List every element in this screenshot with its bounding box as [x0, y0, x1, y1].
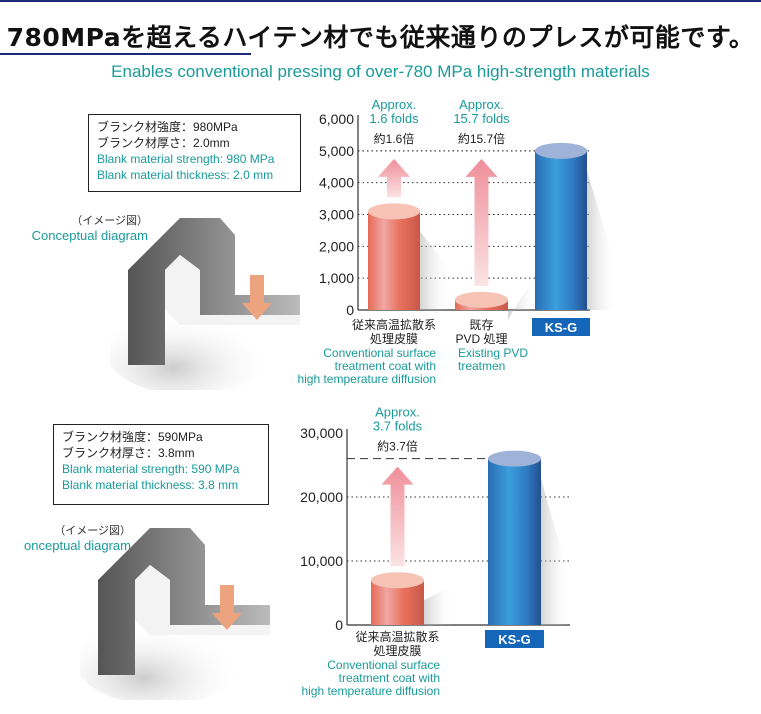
spec-box-1: ブランク材強度：980MPa ブランク材厚さ：2.0mm Blank mater…	[88, 114, 301, 192]
fold-label-jp: 約3.7倍	[377, 439, 418, 454]
category-label-en: Conventional surface	[323, 346, 436, 360]
image-caption-en: onceptual diagram	[24, 538, 131, 553]
image-caption-2: （イメージ図） onceptual diagram	[0, 522, 131, 553]
bar-top	[535, 142, 587, 159]
title-underline	[0, 53, 251, 55]
category-label-en: treatmen	[458, 359, 505, 373]
bar-0	[368, 211, 420, 310]
press-illustration-1	[110, 218, 300, 390]
category-label-en: treatment coat with	[335, 359, 436, 373]
press-arrow-icon	[242, 275, 272, 320]
ksg-label-box	[485, 630, 544, 648]
y-tick-label: 6,000	[319, 111, 354, 127]
category-label-en: treatment coat with	[339, 671, 440, 685]
bar-shadow	[541, 478, 571, 625]
y-tick-label: 0	[335, 617, 343, 633]
y-tick-label: 4,000	[319, 175, 354, 191]
fold-label-en: Approx.	[375, 405, 420, 420]
bar-shadow	[508, 270, 538, 320]
category-label-jp: 従来高温拡散系	[355, 629, 439, 644]
bar-top	[455, 291, 508, 308]
category-label-jp: 処理皮膜	[373, 644, 421, 658]
y-tick-label: 20,000	[300, 489, 343, 505]
increase-arrow	[465, 158, 498, 286]
bar-top	[488, 450, 541, 467]
bar-top	[371, 572, 424, 589]
fold-label-en: 1.6 folds	[369, 111, 419, 126]
category-label-en: Existing PVD	[458, 346, 528, 360]
fold-label-jp: 約15.7倍	[458, 131, 505, 146]
image-caption-en: Conceptual diagram	[31, 228, 148, 243]
y-tick-label: 2,000	[319, 238, 354, 254]
fold-label-en: 15.7 folds	[453, 111, 510, 126]
fold-label-en: Approx.	[372, 97, 417, 112]
y-tick-label: 1,000	[319, 270, 354, 286]
category-label-en: high temperature diffusion	[301, 684, 440, 698]
press-arrow-icon	[212, 585, 242, 630]
y-tick-label: 0	[346, 302, 354, 318]
spec-thickness-jp: ブランク材厚さ：2.0mm	[97, 136, 230, 150]
page-subtitle: Enables conventional pressing of over-78…	[111, 62, 650, 81]
increase-arrow	[378, 158, 410, 198]
fold-label-jp: 約1.6倍	[374, 131, 415, 146]
category-label-jp: PVD 処理	[455, 332, 507, 346]
spec-thickness-en: Blank material thickness: 3.8 mm	[62, 478, 239, 492]
fold-label-en: 3.7 folds	[373, 419, 423, 434]
image-caption-jp: （イメージ図）	[54, 525, 131, 537]
spec-thickness-en: Blank material thickness: 2.0 mm	[97, 168, 274, 182]
fold-label-en: Approx.	[459, 97, 504, 112]
bar-shadow	[587, 170, 617, 310]
y-tick-label: 10,000	[300, 553, 343, 569]
spec-strength-en: Blank material strength: 980 MPa	[97, 152, 275, 166]
spec-box-2: ブランク材強度：590MPa ブランク材厚さ：3.8mm Blank mater…	[53, 424, 269, 505]
spec-strength-jp: ブランク材強度：980MPa	[97, 120, 238, 134]
y-tick-label: 30,000	[300, 425, 343, 441]
image-caption-jp: （イメージ図）	[71, 215, 148, 227]
bar-ksg	[488, 458, 541, 625]
bar-top	[368, 203, 420, 220]
category-label-jp: 従来高温拡散系	[352, 317, 436, 332]
image-caption-1: （イメージ図） Conceptual diagram	[10, 212, 148, 243]
category-label-jp: 処理皮膜	[370, 332, 418, 346]
category-label-ksg: KS-G	[498, 632, 531, 647]
press-illustration-2	[80, 528, 270, 700]
category-label-en: Conventional surface	[327, 658, 440, 672]
category-label-jp: 既存	[469, 318, 493, 332]
category-label-en: high temperature diffusion	[297, 372, 436, 386]
spec-strength-en: Blank material strength: 590 MPa	[62, 462, 240, 476]
ksg-label-box	[532, 318, 590, 336]
top-rule	[0, 0, 761, 2]
bar-ksg	[535, 150, 587, 310]
spec-strength-jp: ブランク材強度：590MPa	[62, 430, 203, 444]
y-tick-label: 5,000	[319, 143, 354, 159]
page-title: 780MPaを超えるハイテン材でも従来通りのプレスが可能です。	[6, 23, 755, 52]
increase-arrow	[381, 466, 414, 567]
y-tick-label: 3,000	[319, 207, 354, 223]
category-label-ksg: KS-G	[545, 320, 578, 335]
bar-shadow	[424, 585, 454, 625]
spec-thickness-jp: ブランク材厚さ：3.8mm	[62, 446, 195, 460]
bar-shadow	[420, 231, 450, 310]
